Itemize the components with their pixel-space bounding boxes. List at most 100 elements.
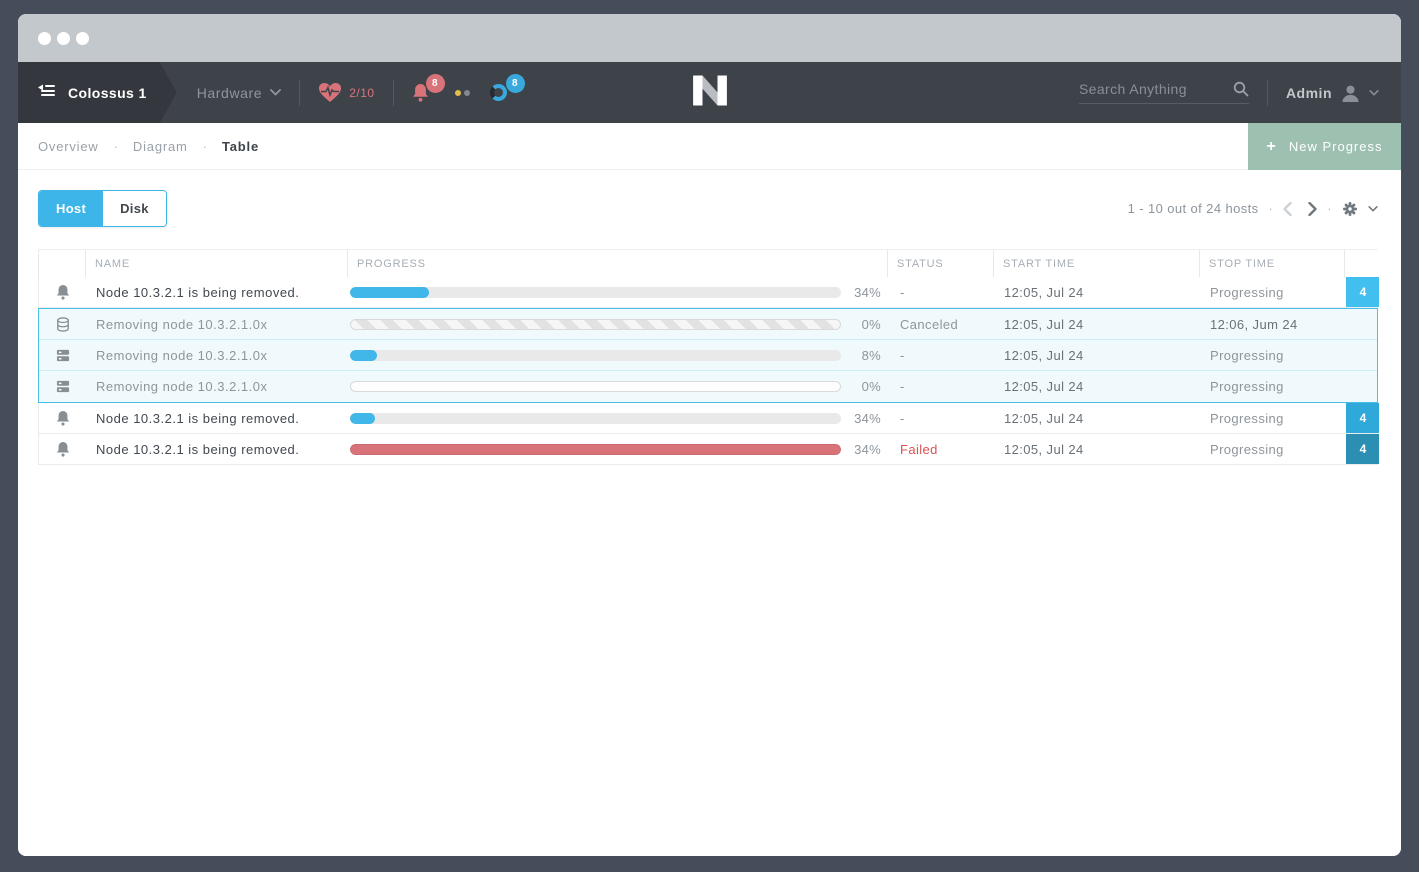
- search-icon[interactable]: [1233, 81, 1249, 97]
- progress-bar: [350, 349, 841, 361]
- progress-bar: [350, 286, 841, 298]
- top-navbar: Colossus 1 Hardware 2/10 8 8: [18, 62, 1401, 123]
- stop-time-value: Progressing: [1210, 410, 1284, 426]
- health-ratio: 2/10: [349, 85, 375, 100]
- progress-bar-fill: [350, 286, 429, 298]
- subtask-count-badge[interactable]: 4: [1346, 434, 1379, 464]
- progress-cell: 8%: [349, 340, 889, 370]
- progress-cell: 34%: [349, 434, 889, 464]
- progress-percent: 34%: [854, 441, 881, 457]
- user-menu[interactable]: Admin: [1286, 84, 1379, 102]
- task-name: Removing node 10.3.2.1.0x: [96, 347, 268, 363]
- progress-percent: 8%: [861, 347, 881, 363]
- alerts-button[interactable]: 8: [412, 74, 445, 102]
- bell-icon: [56, 411, 70, 426]
- subtask-count-badge[interactable]: 4: [1346, 403, 1379, 433]
- brand-logo-icon: [692, 75, 727, 110]
- bell-icon: [56, 442, 70, 457]
- status-value: -: [900, 379, 905, 394]
- health-status[interactable]: 2/10: [318, 82, 374, 103]
- progress-bar: [350, 412, 841, 424]
- database-icon: [57, 316, 69, 332]
- app-window: Colossus 1 Hardware 2/10 8 8: [18, 14, 1401, 856]
- col-header-progress: PROGRESS: [348, 249, 888, 277]
- disk-toggle-button[interactable]: Disk: [103, 191, 166, 226]
- inactive-dot-icon: [463, 89, 470, 96]
- stop-time-value: 12:06, Jum 24: [1210, 316, 1298, 332]
- pagination: 1 - 10 out of 24 hosts · ·: [1128, 201, 1378, 217]
- col-header-start-time: START TIME: [994, 249, 1200, 277]
- window-control-dot[interactable]: [57, 31, 70, 45]
- pagination-next-button[interactable]: [1308, 201, 1317, 216]
- dot-separator: ·: [1268, 201, 1274, 216]
- hardware-menu[interactable]: Hardware: [197, 85, 282, 101]
- selected-rows-group: Removing node 10.3.2.1.0x 0% Canceled 12:05…: [38, 308, 1378, 403]
- entity-toggle: Host Disk: [38, 190, 167, 227]
- progress-cell: 34%: [349, 277, 889, 307]
- task-name: Removing node 10.3.2.1.0x: [96, 316, 268, 332]
- bell-icon-cell: [39, 403, 87, 433]
- user-avatar-icon: [1342, 85, 1359, 102]
- start-time-value: 12:05, Jul 24: [1004, 316, 1084, 332]
- divider: [392, 79, 394, 106]
- progress-percent: 34%: [854, 284, 881, 300]
- chevron-down-icon: [1369, 89, 1379, 96]
- stop-time-value: Progressing: [1210, 347, 1284, 363]
- status-value: Failed: [900, 441, 938, 457]
- divider: [1266, 79, 1268, 106]
- new-progress-button[interactable]: + New Progress: [1248, 123, 1401, 170]
- server-icon: [56, 349, 70, 361]
- subtask-count-badge[interactable]: 4: [1346, 277, 1379, 307]
- tab-table[interactable]: Table: [222, 138, 259, 154]
- window-control-dot[interactable]: [76, 31, 89, 45]
- tab-separator: ·: [113, 138, 118, 154]
- tab-overview[interactable]: Overview: [38, 138, 99, 154]
- progress-bar-fill: [350, 349, 377, 361]
- search-input[interactable]: [1078, 81, 1219, 97]
- stop-time-value: Progressing: [1210, 441, 1284, 457]
- alert-count-badge: 8: [425, 74, 445, 93]
- table-row[interactable]: Removing node 10.3.2.1.0x 8% - 12:05, Jul 2…: [39, 340, 1377, 371]
- table-toolbar: Host Disk 1 - 10 out of 24 hosts · ·: [18, 190, 1401, 227]
- table-row[interactable]: Removing node 10.3.2.1.0x 0% Canceled 12:05…: [39, 309, 1377, 340]
- heart-pulse-icon: [319, 83, 342, 102]
- divider: [299, 79, 301, 106]
- cluster-selector[interactable]: Colossus 1: [18, 62, 177, 123]
- cluster-name: Colossus 1: [68, 84, 147, 101]
- col-header-status: STATUS: [888, 249, 994, 277]
- chevron-down-icon: [270, 89, 282, 96]
- pagination-prev-button[interactable]: [1283, 201, 1292, 216]
- server-icon: [56, 380, 70, 393]
- badge-cell: [1346, 340, 1379, 370]
- table-settings-gear-icon[interactable]: [1342, 201, 1358, 217]
- window-control-dot[interactable]: [38, 31, 51, 45]
- progress-cell: 0%: [349, 309, 889, 339]
- table-row[interactable]: Node 10.3.2.1 is being removed. 34% - 12:05…: [38, 403, 1379, 434]
- task-name: Node 10.3.2.1 is being removed.: [96, 410, 300, 426]
- col-header-name: NAME: [86, 249, 348, 277]
- global-search: [1078, 81, 1249, 104]
- table-row[interactable]: Node 10.3.2.1 is being removed. 34% - 12:05…: [38, 277, 1379, 308]
- table-row[interactable]: Removing node 10.3.2.1.0x 0% - 12:05, Jul 2…: [39, 371, 1377, 402]
- table-header-row: NAME PROGRESS STATUS START TIME STOP TIM…: [38, 249, 1378, 277]
- settings-caret-icon[interactable]: [1368, 205, 1378, 212]
- stop-time-value: Progressing: [1210, 379, 1284, 394]
- start-time-value: 12:05, Jul 24: [1004, 441, 1084, 457]
- start-time-value: 12:05, Jul 24: [1004, 284, 1084, 300]
- task-name: Removing node 10.3.2.1.0x: [96, 379, 268, 394]
- tab-diagram[interactable]: Diagram: [132, 138, 188, 154]
- start-time-value: 12:05, Jul 24: [1004, 379, 1084, 394]
- stop-time-value: Progressing: [1210, 284, 1284, 300]
- progress-percent: 34%: [854, 410, 881, 426]
- dot-separator: ·: [1327, 201, 1332, 216]
- tasks-button[interactable]: 8: [489, 74, 525, 101]
- host-toggle-button[interactable]: Host: [39, 191, 104, 226]
- menu-icon[interactable]: [38, 83, 55, 102]
- database-icon-cell: [39, 309, 87, 339]
- table-row[interactable]: Node 10.3.2.1 is being removed. 34% Failed…: [38, 434, 1379, 465]
- badge-cell: 4: [1346, 434, 1379, 464]
- progress-bar-fill: [350, 443, 841, 455]
- bell-icon-cell: [39, 277, 87, 307]
- table-body: Node 10.3.2.1 is being removed. 34% - 12:05…: [38, 277, 1379, 465]
- progress-cell: 0%: [349, 371, 889, 402]
